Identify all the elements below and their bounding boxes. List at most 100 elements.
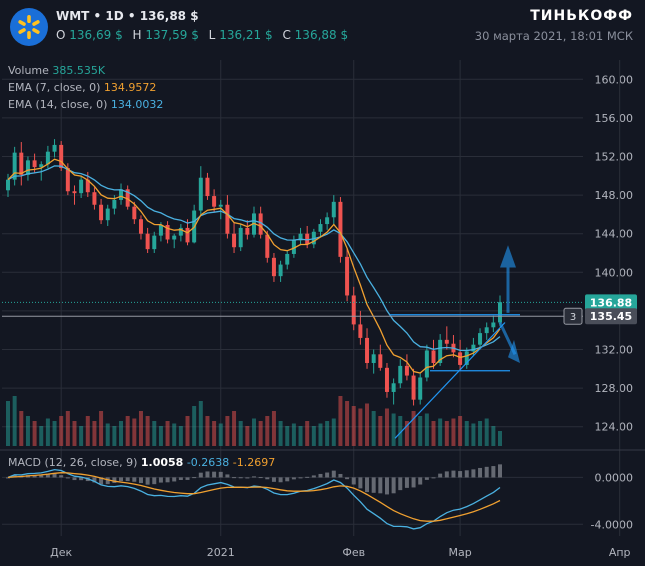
volume-bar [105, 423, 110, 446]
price-tick-label: 144.00 [595, 228, 634, 241]
volume-bar [198, 401, 203, 446]
candle-body [391, 383, 396, 392]
macd-tick-label: 0.0000 [595, 471, 634, 484]
volume-bar [365, 403, 370, 446]
time-tick-label: Фев [342, 546, 365, 559]
crosshair-badge: 3 [570, 312, 576, 323]
macd-label: MACD (12, 26, close, 9) [8, 456, 138, 469]
trend-line-up [394, 322, 506, 439]
time-tick-label: Апр [609, 546, 631, 559]
candle-body [298, 233, 303, 241]
macd-histogram-bar [418, 477, 423, 485]
macd-histogram-bar [298, 477, 303, 479]
macd-histogram-bar [112, 477, 117, 483]
macd-legend: MACD (12, 26, close, 9) 1.0058 -0.2638 -… [8, 456, 275, 469]
macd-histogram-bar [358, 477, 363, 489]
macd-histogram-bar [45, 474, 50, 478]
price-tick-label: 124.00 [595, 421, 634, 434]
crosshair-price-box [585, 308, 637, 325]
candle-body [198, 177, 203, 211]
candle-body [205, 177, 210, 197]
volume-bar [391, 413, 396, 446]
volume-bar [271, 411, 276, 446]
macd-histogram-bar [424, 477, 429, 480]
candle-body [424, 350, 429, 378]
candle-body [12, 152, 17, 180]
candle-body [418, 377, 423, 400]
time-tick-label: Мар [448, 546, 471, 559]
price-tick-label: 148.00 [595, 189, 634, 202]
macd-histogram-bar [398, 477, 403, 491]
macd-histogram-bar [345, 477, 350, 480]
macd-histogram-bar [205, 471, 210, 478]
volume-bar [464, 421, 469, 446]
macd-histogram-bar [132, 477, 137, 482]
macd-histogram-bar [318, 473, 323, 478]
macd-histogram-bar [278, 477, 283, 483]
price-tick-label: 156.00 [595, 112, 634, 125]
ema7-legend: EMA (7, close, 0) 134.9572 [8, 81, 156, 94]
candle-body [65, 168, 70, 192]
macd-histogram-bar [65, 477, 70, 479]
target-arrow-up-head [500, 245, 516, 268]
volume-bar [404, 421, 409, 446]
macd-tick-label: -4.0000 [591, 518, 633, 531]
candle-body [232, 233, 237, 248]
candle-body [378, 354, 383, 368]
candle-body [225, 204, 230, 234]
volume-bar [192, 406, 197, 446]
volume-bar [458, 416, 463, 446]
volume-bar [125, 416, 130, 446]
volume-bar [265, 416, 270, 446]
volume-bar [25, 416, 30, 446]
macd-histogram-bar [498, 464, 502, 478]
volume-bar [112, 426, 117, 446]
macd-signal-value: -0.2638 [186, 456, 230, 469]
candle-body [331, 201, 336, 218]
macd-histogram-bar [6, 477, 10, 479]
volume-bar [398, 416, 403, 446]
volume-bar [498, 431, 502, 446]
macd-histogram-bar [32, 475, 37, 478]
macd-histogram-bar [252, 476, 256, 478]
volume-bar [384, 408, 389, 446]
candle-body [338, 201, 343, 257]
candle-body [59, 144, 64, 169]
candle-body [152, 235, 157, 250]
high-key: H [132, 28, 142, 42]
candle-body [119, 189, 124, 200]
candle-body [325, 217, 330, 225]
volume-bar [371, 411, 376, 446]
candle-body [85, 179, 90, 193]
macd-histogram-bar [491, 466, 496, 478]
volume-bar [6, 401, 10, 446]
volume-bar [99, 411, 104, 446]
macd-hist-value: -1.2697 [232, 456, 276, 469]
volume-bar [19, 411, 24, 446]
volume-bar [238, 421, 243, 446]
macd-histogram-bar [218, 471, 223, 478]
candle-body [245, 227, 250, 235]
candle-body [285, 253, 290, 265]
candle-body [6, 179, 10, 191]
candle-body [484, 327, 489, 334]
candle-body [358, 324, 363, 338]
high-value: 137,59 $ [145, 28, 199, 42]
volume-bar [305, 421, 310, 446]
volume-bar [258, 421, 263, 446]
ema14-label: EMA (14, close, 0) [8, 98, 108, 111]
candle-body [371, 354, 376, 364]
candle-body [464, 351, 469, 365]
candle-body [345, 256, 350, 296]
candle-body [498, 302, 502, 323]
volume-bar [444, 421, 449, 446]
macd-histogram-bar [225, 474, 230, 478]
macd-histogram-bar [72, 477, 77, 481]
macd-histogram-bar [232, 477, 237, 479]
timestamp: 30 марта 2021, 18:01 МСК [474, 29, 633, 43]
macd-value: 1.0058 [140, 456, 184, 469]
macd-histogram-bar [119, 477, 124, 482]
macd-histogram-bar [458, 471, 463, 478]
volume-bar [471, 423, 476, 446]
